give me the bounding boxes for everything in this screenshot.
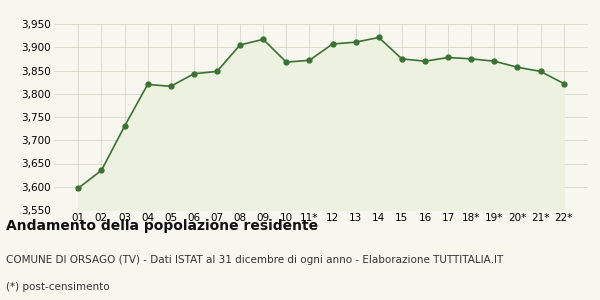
Text: COMUNE DI ORSAGO (TV) - Dati ISTAT al 31 dicembre di ogni anno - Elaborazione TU: COMUNE DI ORSAGO (TV) - Dati ISTAT al 31… [6,255,503,265]
Text: (*) post-censimento: (*) post-censimento [6,282,110,292]
Text: Andamento della popolazione residente: Andamento della popolazione residente [6,219,318,233]
